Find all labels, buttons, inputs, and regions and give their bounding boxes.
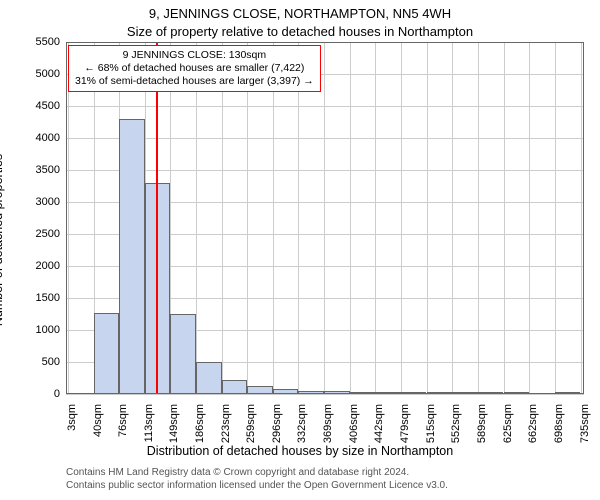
- gridline-v: [504, 42, 505, 394]
- ytick-label: 2000: [10, 260, 60, 272]
- annotation-line: 9 JENNINGS CLOSE: 130sqm: [75, 49, 314, 62]
- gridline-v: [375, 42, 376, 394]
- xtick-label: 223sqm: [220, 404, 232, 443]
- ytick-label: 4000: [10, 132, 60, 144]
- xtick-label: 406sqm: [348, 404, 360, 443]
- xtick-label: 442sqm: [373, 404, 385, 443]
- gridline-v: [196, 42, 197, 394]
- gridline-v: [350, 42, 351, 394]
- x-axis-label: Distribution of detached houses by size …: [0, 444, 600, 458]
- histogram-bar: [170, 314, 196, 394]
- ytick-label: 2500: [10, 228, 60, 240]
- gridline-v: [581, 42, 582, 394]
- xtick-label: 369sqm: [322, 404, 334, 443]
- gridline-v: [401, 42, 402, 394]
- gridline-h: [66, 394, 584, 395]
- annotation-line: 31% of semi-detached houses are larger (…: [75, 75, 314, 88]
- reference-line: [156, 42, 158, 394]
- xtick-label: 40sqm: [92, 404, 104, 437]
- xtick-label: 186sqm: [194, 404, 206, 443]
- histogram-bar: [222, 380, 247, 394]
- footer-line2: Contains public sector information licen…: [66, 479, 448, 492]
- ytick-label: 500: [10, 356, 60, 368]
- annotation-line: ← 68% of detached houses are smaller (7,…: [75, 62, 314, 75]
- xtick-label: 113sqm: [143, 404, 155, 442]
- histogram-bar: [247, 386, 273, 394]
- gridline-v: [324, 42, 325, 394]
- gridline-v: [222, 42, 223, 394]
- xtick-label: 3sqm: [66, 404, 78, 431]
- histogram-bar: [555, 392, 581, 394]
- xtick-label: 479sqm: [399, 404, 411, 443]
- gridline-v: [427, 42, 428, 394]
- histogram-bar: [298, 391, 324, 394]
- xtick-label: 76sqm: [117, 404, 129, 437]
- histogram-bar: [375, 392, 401, 394]
- xtick-label: 552sqm: [450, 404, 462, 443]
- gridline-v: [452, 42, 453, 394]
- gridline-v: [529, 42, 530, 394]
- histogram-bar: [324, 391, 350, 394]
- ytick-label: 4500: [10, 100, 60, 112]
- histogram-bar: [478, 392, 503, 394]
- plot-area: 9 JENNINGS CLOSE: 130sqm← 68% of detache…: [66, 42, 584, 394]
- ytick-label: 0: [10, 388, 60, 400]
- ytick-label: 1500: [10, 292, 60, 304]
- histogram-bar: [427, 392, 453, 394]
- ytick-label: 5000: [10, 68, 60, 80]
- ytick-label: 3500: [10, 164, 60, 176]
- gridline-v: [68, 42, 69, 394]
- footer-attribution: Contains HM Land Registry data © Crown c…: [66, 466, 448, 492]
- ytick-label: 1000: [10, 324, 60, 336]
- ytick-label: 5500: [10, 36, 60, 48]
- gridline-v: [247, 42, 248, 394]
- xtick-label: 625sqm: [502, 404, 514, 443]
- y-axis-label: Number of detached properties: [0, 154, 5, 326]
- gridline-v: [478, 42, 479, 394]
- histogram-bar: [196, 362, 222, 394]
- histogram-bar: [94, 313, 119, 394]
- ytick-label: 3000: [10, 196, 60, 208]
- xtick-label: 149sqm: [168, 404, 180, 443]
- chart-title-line1: 9, JENNINGS CLOSE, NORTHAMPTON, NN5 4WH: [0, 6, 600, 21]
- xtick-label: 296sqm: [271, 404, 283, 443]
- xtick-label: 698sqm: [553, 404, 565, 443]
- xtick-label: 735sqm: [579, 404, 591, 443]
- xtick-label: 662sqm: [527, 404, 539, 443]
- xtick-label: 259sqm: [245, 404, 257, 443]
- footer-line1: Contains HM Land Registry data © Crown c…: [66, 466, 448, 479]
- gridline-v: [298, 42, 299, 394]
- gridline-v: [273, 42, 274, 394]
- histogram-bar: [273, 389, 298, 394]
- histogram-bar: [401, 392, 426, 394]
- xtick-label: 515sqm: [425, 404, 437, 443]
- histogram-bar: [452, 392, 478, 394]
- xtick-label: 589sqm: [476, 404, 488, 443]
- chart-title-line2: Size of property relative to detached ho…: [0, 24, 600, 39]
- histogram-bar: [350, 392, 375, 394]
- histogram-bar: [119, 119, 145, 394]
- annotation-box: 9 JENNINGS CLOSE: 130sqm← 68% of detache…: [68, 45, 321, 92]
- gridline-v: [555, 42, 556, 394]
- histogram-bar: [504, 392, 530, 394]
- xtick-label: 332sqm: [296, 404, 308, 443]
